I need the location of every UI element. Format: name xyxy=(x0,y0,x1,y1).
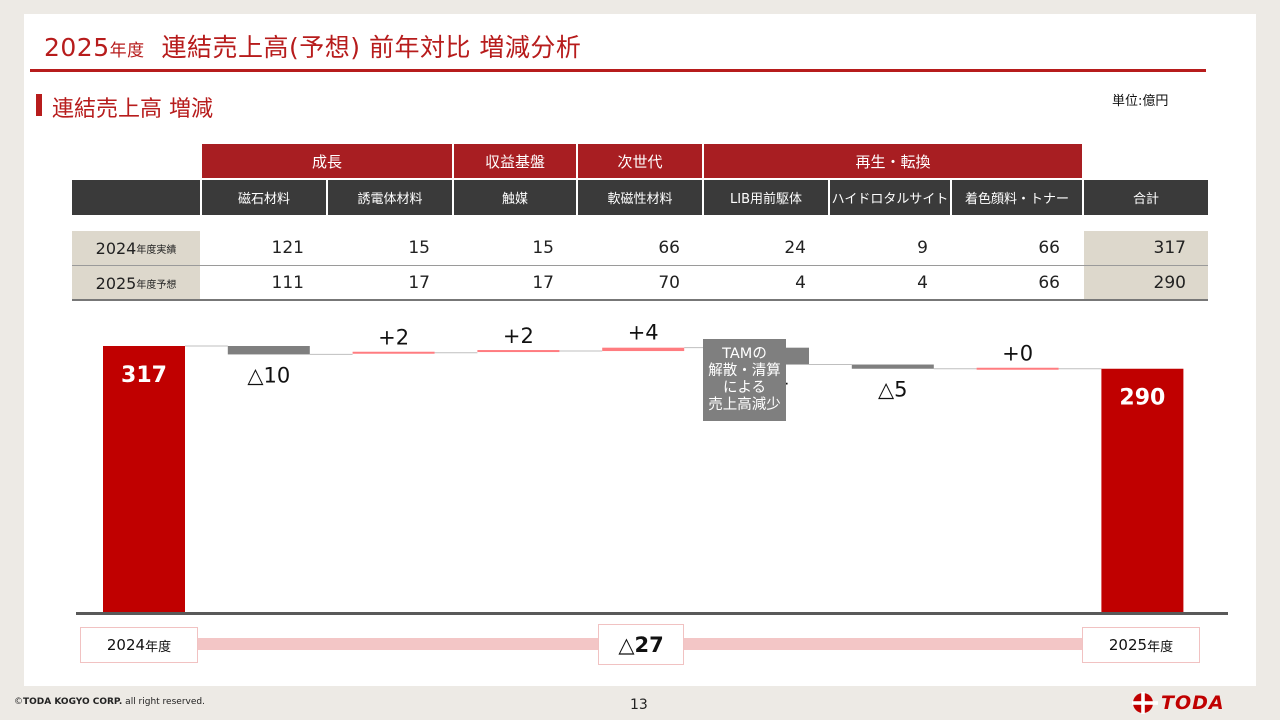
total-bar xyxy=(103,346,185,613)
table-cell: 66 xyxy=(658,238,680,258)
annotation-line: 売上高減少 xyxy=(708,397,781,413)
table-cell-total: 317 xyxy=(1084,231,1208,265)
title-main: 連結売上高(予想) 前年対比 増減分析 xyxy=(161,33,582,62)
change-arrow-band xyxy=(80,638,1110,650)
header-blank xyxy=(72,180,200,215)
table-cell: 15 xyxy=(408,238,430,258)
toda-logo-icon xyxy=(1132,692,1158,714)
table-cell: 17 xyxy=(532,273,554,293)
bottom-label-2025: 2025 年度 xyxy=(1082,627,1200,663)
col-header: 誘電体材料 xyxy=(328,180,452,215)
annotation-line: TAMの xyxy=(722,346,767,362)
col-header: 磁石材料 xyxy=(202,180,326,215)
group-base: 収益基盤 xyxy=(454,144,576,178)
increase-bar xyxy=(976,367,1059,370)
total-change-label: △27 xyxy=(598,624,684,665)
decrease-bar xyxy=(227,346,310,355)
table-cell: 9 xyxy=(917,238,928,258)
table-cell: 70 xyxy=(658,273,680,293)
page-title: 2025年度 連結売上高(予想) 前年対比 増減分析 xyxy=(44,28,581,64)
annotation-line: による xyxy=(722,380,767,396)
row-label-2024: 2024 年度実績 xyxy=(72,231,200,265)
row-divider xyxy=(72,265,1208,266)
group-next: 次世代 xyxy=(578,144,702,178)
table-cell: 24 xyxy=(784,238,806,258)
increase-bar xyxy=(602,347,685,352)
copyright: ©TODA KOGYO CORP. all right reserved. xyxy=(14,697,205,707)
table-cell: 15 xyxy=(532,238,554,258)
row-label-2025: 2025 年度予想 xyxy=(72,266,200,300)
table-cell: 111 xyxy=(271,273,304,293)
table-cell: 4 xyxy=(795,273,806,293)
unit-label: 単位:億円 xyxy=(1112,94,1169,109)
col-header: 軟磁性材料 xyxy=(578,180,702,215)
bottom-label-2024: 2024 年度 xyxy=(80,627,198,663)
change-label: +2 xyxy=(503,324,534,348)
table-cell: 4 xyxy=(917,273,928,293)
increase-bar xyxy=(477,350,560,353)
col-header: ハイドロタルサイト xyxy=(830,180,950,215)
table-cell: 121 xyxy=(271,238,304,258)
col-header: 触媒 xyxy=(454,180,576,215)
total-value-label: 290 xyxy=(1119,386,1165,411)
change-label: +2 xyxy=(378,326,409,350)
total-bar xyxy=(1101,368,1184,613)
section-title: 連結売上高 増減 xyxy=(52,97,213,122)
tam-annotation: TAMの 解散・清算 による 売上高減少 xyxy=(703,339,786,421)
total-value-label: 317 xyxy=(121,363,167,388)
table-cell: 17 xyxy=(408,273,430,293)
decrease-bar xyxy=(851,364,934,369)
table-bottom-rule xyxy=(72,299,1208,301)
table-cell: 66 xyxy=(1038,238,1060,258)
sales-table: 成長 収益基盤 次世代 再生・転換 磁石材料 誘電体材料 触媒 軟磁性材料 LI… xyxy=(47,144,1208,301)
table-cell-total: 290 xyxy=(1084,266,1208,300)
company-logo: TODA xyxy=(1132,692,1225,714)
title-divider xyxy=(30,69,1206,72)
table-cell: 66 xyxy=(1038,273,1060,293)
group-growth: 成長 xyxy=(202,144,452,178)
change-label: +0 xyxy=(1002,342,1033,366)
col-header: 着色顔料・トナー xyxy=(952,180,1082,215)
group-regen: 再生・転換 xyxy=(704,144,1082,178)
annotation-line: 解散・清算 xyxy=(708,363,781,379)
title-year: 2025 xyxy=(44,33,110,62)
title-year-suffix: 年度 xyxy=(109,41,145,61)
section-marker xyxy=(36,94,42,116)
change-label: +4 xyxy=(628,321,659,345)
col-header: LIB用前駆体 xyxy=(704,180,828,215)
increase-bar xyxy=(352,351,435,354)
change-label: △5 xyxy=(878,378,908,402)
change-label: △10 xyxy=(247,363,290,387)
page-number: 13 xyxy=(630,697,648,713)
col-header-total: 合計 xyxy=(1084,180,1208,215)
